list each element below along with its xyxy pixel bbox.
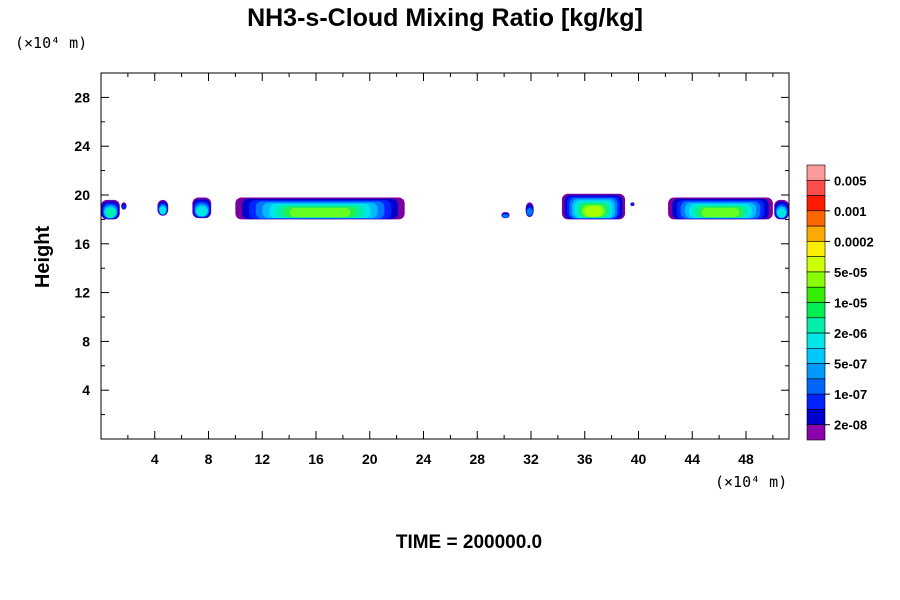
x-tick-label: 48 <box>738 451 754 467</box>
x-tick-label: 28 <box>469 451 485 467</box>
cloud-contour <box>630 203 635 206</box>
cloud-patch <box>101 199 120 220</box>
cloud-patch <box>235 197 405 220</box>
x-tick-label: 44 <box>684 451 700 467</box>
cloud-patch <box>121 202 127 210</box>
colorbar: 0.005 0.001 0.0002 5e-05 1e-05 2e-06 5e-07 1e-0… <box>806 164 874 441</box>
colorbar-swatch <box>806 409 826 426</box>
colorbar-swatch <box>806 348 826 364</box>
x-tick-label: 32 <box>523 451 539 467</box>
colorbar-swatch <box>806 271 826 288</box>
x-axis-unit: (×10⁴ m) <box>715 473 787 491</box>
colorbar-swatch <box>806 378 826 395</box>
colorbar-label: 0.0002 <box>834 234 874 249</box>
x-tick-label: 4 <box>151 451 159 467</box>
y-tick-label: 16 <box>74 236 90 252</box>
cloud-contour <box>777 208 787 218</box>
chart-title: NH3-s-Cloud Mixing Ratio [kg/kg] <box>247 4 643 32</box>
cloud-patch <box>192 197 212 219</box>
colorbar-swatch <box>806 317 826 334</box>
colorbar-label: 1e-05 <box>834 296 867 311</box>
colorbar-swatch <box>806 302 826 319</box>
colorbar-swatch <box>806 241 826 257</box>
y-tick-label: 4 <box>82 382 90 398</box>
x-tick-label: 36 <box>577 451 593 467</box>
colorbar-label: 5e-05 <box>834 265 867 280</box>
cloud-contour <box>584 206 603 217</box>
cloud-field <box>101 193 789 220</box>
colorbar-label: 2e-06 <box>834 326 867 341</box>
x-tick-label: 40 <box>631 451 647 467</box>
x-tick-label: 16 <box>308 451 324 467</box>
cloud-patch <box>668 197 773 220</box>
colorbar-label: 0.005 <box>834 173 867 188</box>
cloud-patch <box>525 202 534 217</box>
colorbar-swatch <box>806 210 826 227</box>
plot-background <box>101 73 789 439</box>
cloud-contour <box>159 206 167 215</box>
y-tick-label: 24 <box>74 138 90 154</box>
colorbar-swatch <box>806 164 826 181</box>
colorbar-swatch <box>806 286 826 303</box>
colorbar-swatch <box>806 363 826 380</box>
plot-frame <box>100 72 790 440</box>
colorbar-label: 2e-08 <box>834 418 867 433</box>
x-tick-label: 12 <box>254 451 270 467</box>
colorbar-swatch <box>806 195 826 212</box>
colorbar-label: 5e-07 <box>834 357 867 372</box>
cloud-patch <box>561 193 626 220</box>
colorbar-swatch <box>806 225 826 242</box>
cloud-patch <box>774 199 789 220</box>
cloud-patch <box>157 199 169 216</box>
y-tick-label: 12 <box>74 285 90 301</box>
y-tick-label: 8 <box>82 333 90 349</box>
cloud-contour <box>196 206 208 217</box>
time-label: TIME = 200000.0 <box>396 532 542 553</box>
cloud-contour <box>701 207 740 218</box>
y-axis-unit: (×10⁴ m) <box>15 34 87 52</box>
cloud-contour <box>289 207 351 218</box>
cloud-contour <box>502 214 509 218</box>
x-tick-label: 8 <box>205 451 213 467</box>
cloud-contour <box>526 208 533 216</box>
y-axis-label: Height <box>32 226 54 289</box>
x-tick-label: 24 <box>416 451 432 467</box>
colorbar-swatch <box>806 393 826 410</box>
colorbar-swatch <box>806 256 826 273</box>
cloud-patch <box>501 212 510 219</box>
cloud-contour <box>121 204 127 210</box>
colorbar-swatch <box>806 179 826 196</box>
colorbar-label: 0.001 <box>834 204 867 219</box>
colorbar-swatch <box>806 424 826 441</box>
y-tick-label: 20 <box>74 187 90 203</box>
colorbar-swatch <box>806 332 826 349</box>
cloud-patch <box>630 202 635 206</box>
cloud-contour <box>105 208 116 218</box>
y-tick-label: 28 <box>74 89 90 105</box>
x-tick-label: 20 <box>362 451 378 467</box>
colorbar-label: 1e-07 <box>834 387 867 402</box>
